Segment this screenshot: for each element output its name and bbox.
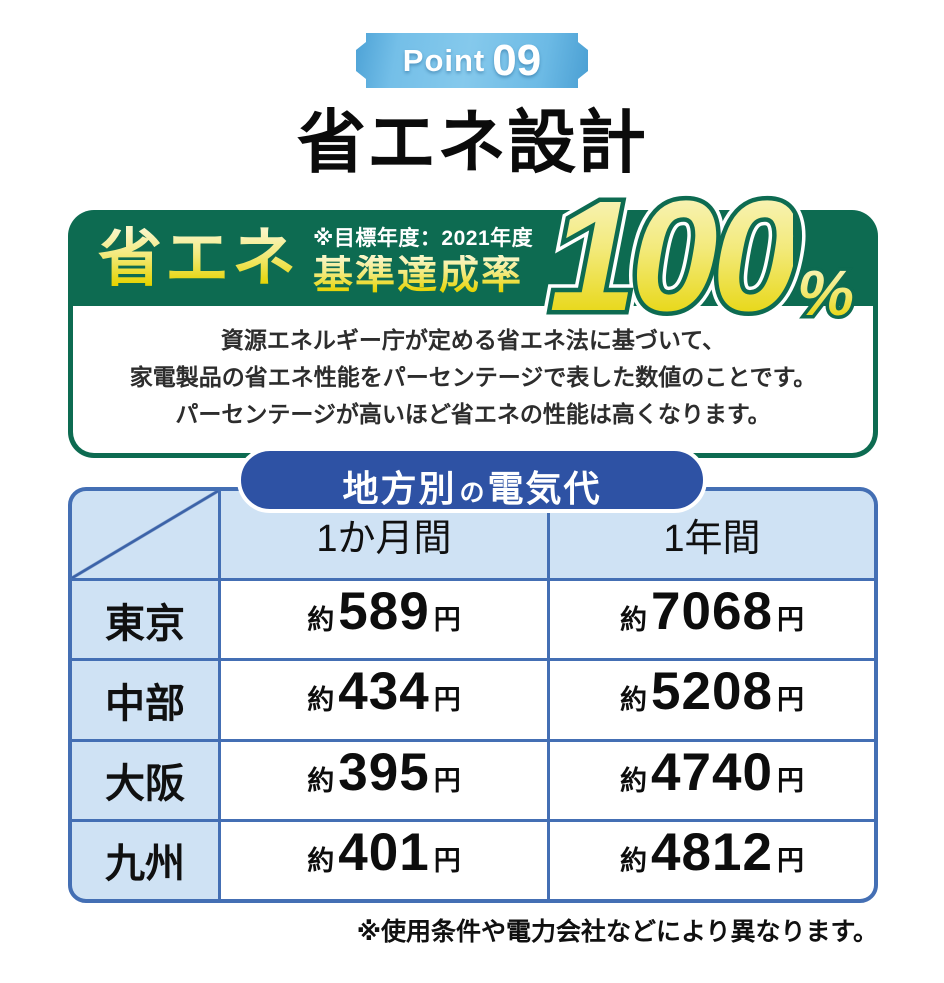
rate-value: 100 100 100: [541, 170, 807, 343]
rate-unit-text: %: [797, 257, 854, 329]
yen-suffix: 円: [776, 605, 804, 635]
chubu-month-cost: 約 434 円: [221, 661, 547, 739]
description-line-2: 家電製品の省エネ性能をパーセンテージで表した数値のことです。: [129, 364, 817, 390]
page-title: 省エネ設計: [297, 104, 647, 181]
yen-suffix: 円: [433, 765, 461, 796]
approx-prefix: 約: [620, 765, 648, 796]
cost-value: 589: [338, 582, 430, 641]
tokyo-year-cost: 約 7068 円: [550, 581, 874, 659]
point-badge-word: Point: [402, 42, 486, 78]
rate-unit: % %: [794, 258, 858, 329]
approx-prefix: 約: [307, 845, 335, 876]
yen-suffix: 円: [433, 845, 461, 876]
eco-card-header: 省エネ ※目標年度：2021年度 基準達成率 100 100 100 % %: [68, 170, 878, 343]
kyushu-month-cost: 約 401 円: [221, 821, 547, 899]
approx-prefix: 約: [307, 685, 335, 716]
footnote: ※使用条件や電力会社などにより異なります。: [356, 918, 878, 946]
row-label-osaka: 大阪: [72, 741, 218, 819]
rate-unit-outline: %: [794, 258, 858, 329]
kyushu-year-cost: 約 4812 円: [550, 821, 874, 899]
rate-value-outline: 100: [545, 174, 804, 340]
table-corner-cell: [72, 491, 218, 578]
achievement-rate: 100 100 100 % %: [541, 170, 858, 343]
yen-suffix: 円: [776, 685, 804, 716]
approx-prefix: 約: [620, 685, 648, 716]
cost-value: 4812: [651, 822, 773, 882]
row-label-tokyo: 東京: [72, 581, 218, 659]
yen-suffix: 円: [776, 845, 804, 876]
approx-prefix: 約: [620, 605, 648, 635]
rate-value-halo: 100: [541, 170, 807, 343]
cost-value: 395: [338, 742, 430, 802]
yen-suffix: 円: [433, 685, 461, 716]
yen-suffix: 円: [433, 605, 461, 635]
approx-prefix: 約: [307, 605, 335, 635]
approx-prefix: 約: [307, 765, 335, 796]
osaka-month-cost: 約 395 円: [221, 741, 547, 819]
eco-headline: 省エネ: [98, 222, 299, 294]
table-title-particle: の: [459, 479, 485, 507]
cost-value: 434: [338, 662, 430, 722]
approx-prefix: 約: [620, 845, 648, 876]
table-title-part2: 電気代: [487, 468, 602, 509]
eco-card: 省エネ ※目標年度：2021年度 基準達成率 100 100 100 % % 資…: [68, 170, 878, 458]
osaka-year-cost: 約 4740 円: [550, 741, 874, 819]
cost-value: 401: [338, 822, 430, 882]
description-line-3: パーセンテージが高いほど省エネの性能は高くなります。: [175, 401, 771, 427]
row-label-chubu: 中部: [72, 661, 218, 739]
tokyo-month-cost: 約 589 円: [221, 581, 547, 659]
row-label-kyushu: 九州: [72, 821, 218, 899]
electricity-cost-table: 1か月間 1年間 東京 約 589 円 約 7068 円 中部 約 434 円 約 5208 円…: [68, 487, 878, 903]
cost-value: 5208: [651, 662, 773, 722]
chubu-year-cost: 約 5208 円: [550, 661, 874, 739]
point-badge-number: 09: [492, 35, 542, 85]
yen-suffix: 円: [776, 765, 804, 796]
description-line-1: 資源エネルギー庁が定める省エネ法に基づいて、: [220, 327, 726, 353]
point-badge: Point 09: [356, 33, 588, 88]
rate-value-text: 100: [549, 169, 799, 344]
cost-value: 7068: [651, 582, 773, 641]
cost-value: 4740: [651, 742, 773, 802]
eco-subheadline: 基準達成率: [313, 255, 533, 295]
table-title-pill: 地方別 の 電気代: [237, 447, 707, 513]
eco-subblock: ※目標年度：2021年度 基準達成率: [313, 222, 533, 295]
target-year-note: ※目標年度：2021年度: [313, 226, 534, 250]
table-title-part1: 地方別: [342, 468, 457, 509]
